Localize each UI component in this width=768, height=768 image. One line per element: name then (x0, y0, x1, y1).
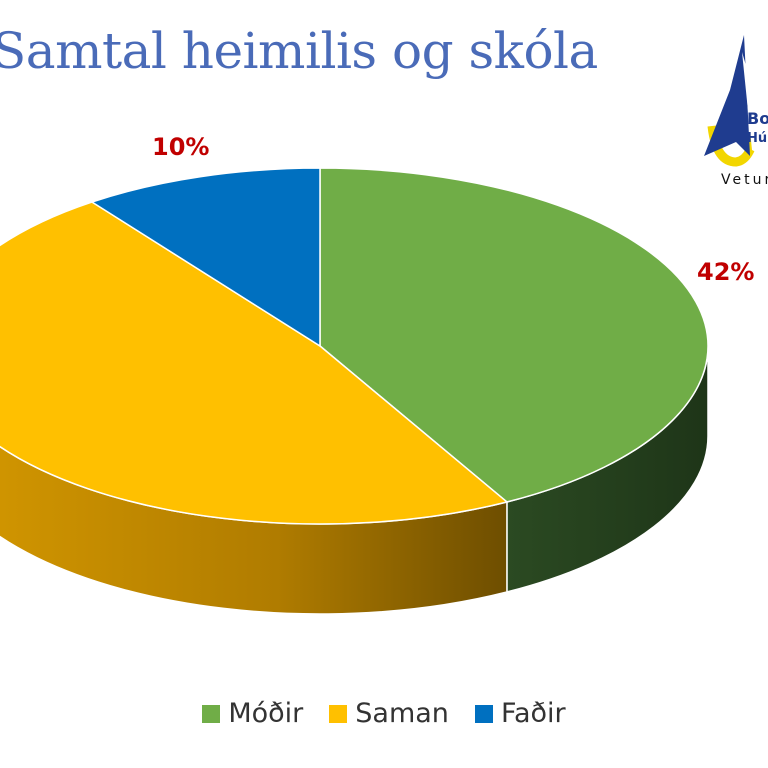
legend-label-saman: Saman (355, 698, 449, 729)
legend-item-modir: Móðir (202, 698, 303, 729)
pie-slice-saman (0, 201, 509, 525)
data-label-modir: 42% (697, 258, 755, 286)
legend-swatch-modir (202, 704, 221, 723)
chart-legend: Móðir Saman Faðir (0, 698, 768, 729)
legend-label-fadir: Faðir (500, 698, 566, 729)
chart-title: Samtal heimilis og skóla (0, 22, 598, 80)
logo-text-line-2: Hú (747, 131, 767, 146)
pie-slice-modir (319, 167, 709, 503)
pie-slice-fadir (90, 167, 321, 348)
data-label-fadir: 10% (152, 133, 210, 161)
logo-text-line-1: Bo (747, 109, 768, 128)
legend-label-modir: Móðir (228, 698, 304, 729)
school-logo: Bo Hú (704, 35, 768, 167)
legend-item-fadir: Faðir (474, 698, 566, 729)
legend-item-saman: Saman (329, 698, 449, 729)
legend-swatch-fadir (474, 704, 493, 723)
logo-caption: Vetur (721, 172, 768, 188)
legend-swatch-saman (329, 704, 348, 723)
